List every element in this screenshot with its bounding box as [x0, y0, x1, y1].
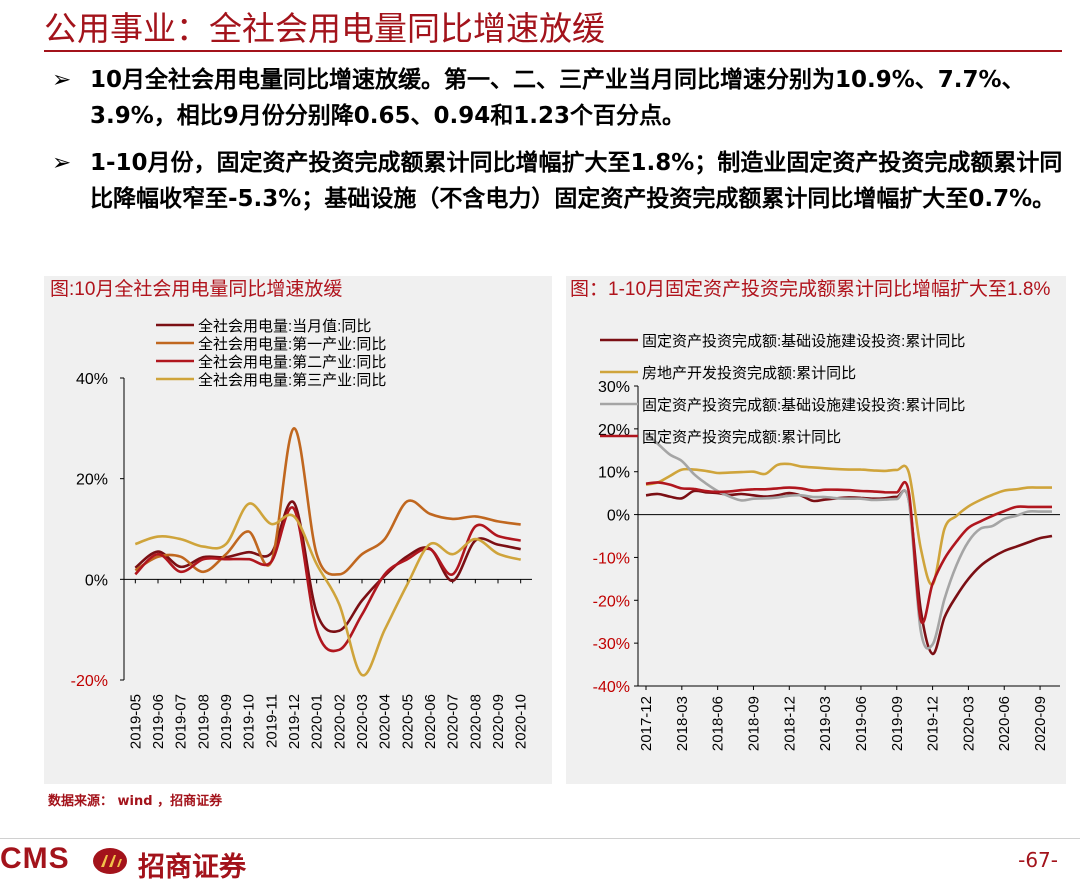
- legend-label-1: 固定资产投资完成额:基础设施建设投资:累计同比: [642, 333, 965, 350]
- bullet-2: ➢ 1-10月份，固定资产投资完成额累计同比增幅扩大至1.8%；制造业固定资产投…: [52, 145, 1062, 257]
- y-tick-label: 40%: [76, 371, 108, 388]
- source-note: 数据来源： wind ，招商证券: [48, 794, 223, 809]
- chart-panel-electricity: 图:10月全社会用电量同比增速放缓 40% 20% 0% -20% 2019-05 201…: [44, 276, 552, 784]
- x-tick-label: 2020-01: [309, 694, 326, 749]
- legend-label-4: 固定资产投资完成额:累计同比: [642, 429, 841, 446]
- logo-cms: CMS: [0, 842, 70, 875]
- x-tick-label: 2018-09: [745, 696, 762, 751]
- logo-emblem-icon: [93, 848, 127, 874]
- legend-label-2: 房地产开发投资完成额:累计同比: [642, 365, 856, 382]
- x-tick-label: 2018-06: [710, 696, 727, 751]
- logo-cn: 招商证券: [138, 852, 246, 883]
- x-tick-label: 2020-07: [445, 694, 462, 749]
- y-tick-label: -20%: [71, 673, 108, 690]
- bullet-1-text: 10月全社会用电量同比增速放缓。第一、二、三产业当月同比增速分别为10.9%、7…: [90, 67, 1025, 129]
- legend-label-2: 全社会用电量:第一产业:同比: [198, 335, 386, 353]
- x-tick-label: 2019-06: [853, 696, 870, 751]
- x-tick-label: 2018-03: [674, 696, 691, 751]
- legend-label-4: 全社会用电量:第三产业:同比: [198, 371, 386, 389]
- y-tick-label: 0%: [85, 572, 108, 589]
- series-line-4: [645, 481, 1052, 625]
- y-tick-label: -20%: [593, 593, 630, 610]
- legend-label-1: 全社会用电量:当月值:同比: [198, 317, 371, 335]
- bullet-2-text: 1-10月份，固定资产投资完成额累计同比增幅扩大至1.8%；制造业固定资产投资完…: [90, 150, 1063, 212]
- x-tick-label: 2020-04: [377, 694, 394, 749]
- bullet-1: ➢ 10月全社会用电量同比增速放缓。第一、二、三产业当月同比增速分别为10.9%…: [52, 62, 1062, 138]
- x-tick-label: 2019-12: [925, 696, 942, 751]
- y-tick-label: -10%: [593, 550, 630, 567]
- page-title: 公用事业：全社会用电量同比增速放缓: [44, 9, 605, 48]
- series-line-3: [134, 506, 521, 653]
- x-tick-label: 2020-05: [399, 694, 416, 749]
- chart-investment: 30% 20% 10% 0% -10% -20% -30% -40% 2017-12 2018-0…: [593, 333, 1060, 751]
- chart-electricity: 40% 20% 0% -20% 2019-05 2019-06 2019-07 2019-08…: [71, 317, 532, 749]
- y-tick-label: -40%: [593, 679, 630, 696]
- y-tick-label: 0%: [607, 508, 630, 525]
- x-tick-label: 2019-03: [817, 696, 834, 751]
- footer-divider: [0, 838, 1080, 839]
- x-tick-label: 2020-09: [1032, 696, 1049, 751]
- x-tick-label: 2020-03: [960, 696, 977, 751]
- series-line-4: [134, 502, 522, 677]
- title-divider: [44, 50, 1062, 52]
- x-tick-label: 2018-12: [781, 696, 798, 751]
- x-tick-label: 2020-09: [490, 694, 507, 749]
- legend-label-3: 固定资产投资完成额:基础设施建设投资:累计同比: [642, 397, 965, 414]
- bullet-arrow-icon: ➢: [52, 67, 72, 93]
- legend-label-3: 全社会用电量:第二产业:同比: [198, 353, 386, 371]
- y-tick-label: 20%: [598, 422, 630, 439]
- x-tick-label: 2020-03: [354, 694, 371, 749]
- series-line-2: [645, 462, 1052, 586]
- series-line-2: [134, 426, 521, 576]
- x-tick-label: 2020-10: [513, 694, 530, 749]
- x-tick-label: 2020-06: [422, 694, 439, 749]
- chart-panel-investment: 图：1-10月固定资产投资完成额累计同比增幅扩大至1.8% 30% 20% 10% 0…: [566, 276, 1066, 784]
- x-tick-label: 2019-09: [889, 696, 906, 751]
- chart-title-investment: 图：1-10月固定资产投资完成额累计同比增幅扩大至1.8%: [570, 279, 1051, 300]
- series-line-3: [645, 432, 1052, 650]
- x-tick-label: 2020-08: [467, 694, 484, 749]
- chart-title-electricity: 图:10月全社会用电量同比增速放缓: [50, 279, 343, 300]
- bullet-arrow-icon: ➢: [52, 150, 72, 176]
- y-tick-label: 10%: [598, 465, 630, 482]
- x-tick-label: 2020-06: [996, 696, 1013, 751]
- x-tick-label: 2019-09: [218, 694, 235, 749]
- series-line-1: [134, 500, 521, 634]
- x-tick-label: 2017-12: [638, 696, 655, 751]
- x-tick-label: 2019-12: [286, 694, 303, 749]
- x-tick-label: 2019-10: [241, 694, 258, 749]
- y-tick-label: 30%: [598, 379, 630, 396]
- x-tick-label: 2020-02: [331, 694, 348, 749]
- x-tick-label: 2019-05: [127, 694, 144, 749]
- x-tick-label: 2019-08: [195, 694, 212, 749]
- page-number: -67-: [1018, 848, 1058, 872]
- x-tick-label: 2019-06: [150, 694, 167, 749]
- y-tick-label: 20%: [76, 472, 108, 489]
- x-tick-label: 2019-11: [263, 694, 280, 748]
- x-tick-label: 2019-07: [173, 694, 190, 749]
- y-tick-label: -30%: [593, 636, 630, 653]
